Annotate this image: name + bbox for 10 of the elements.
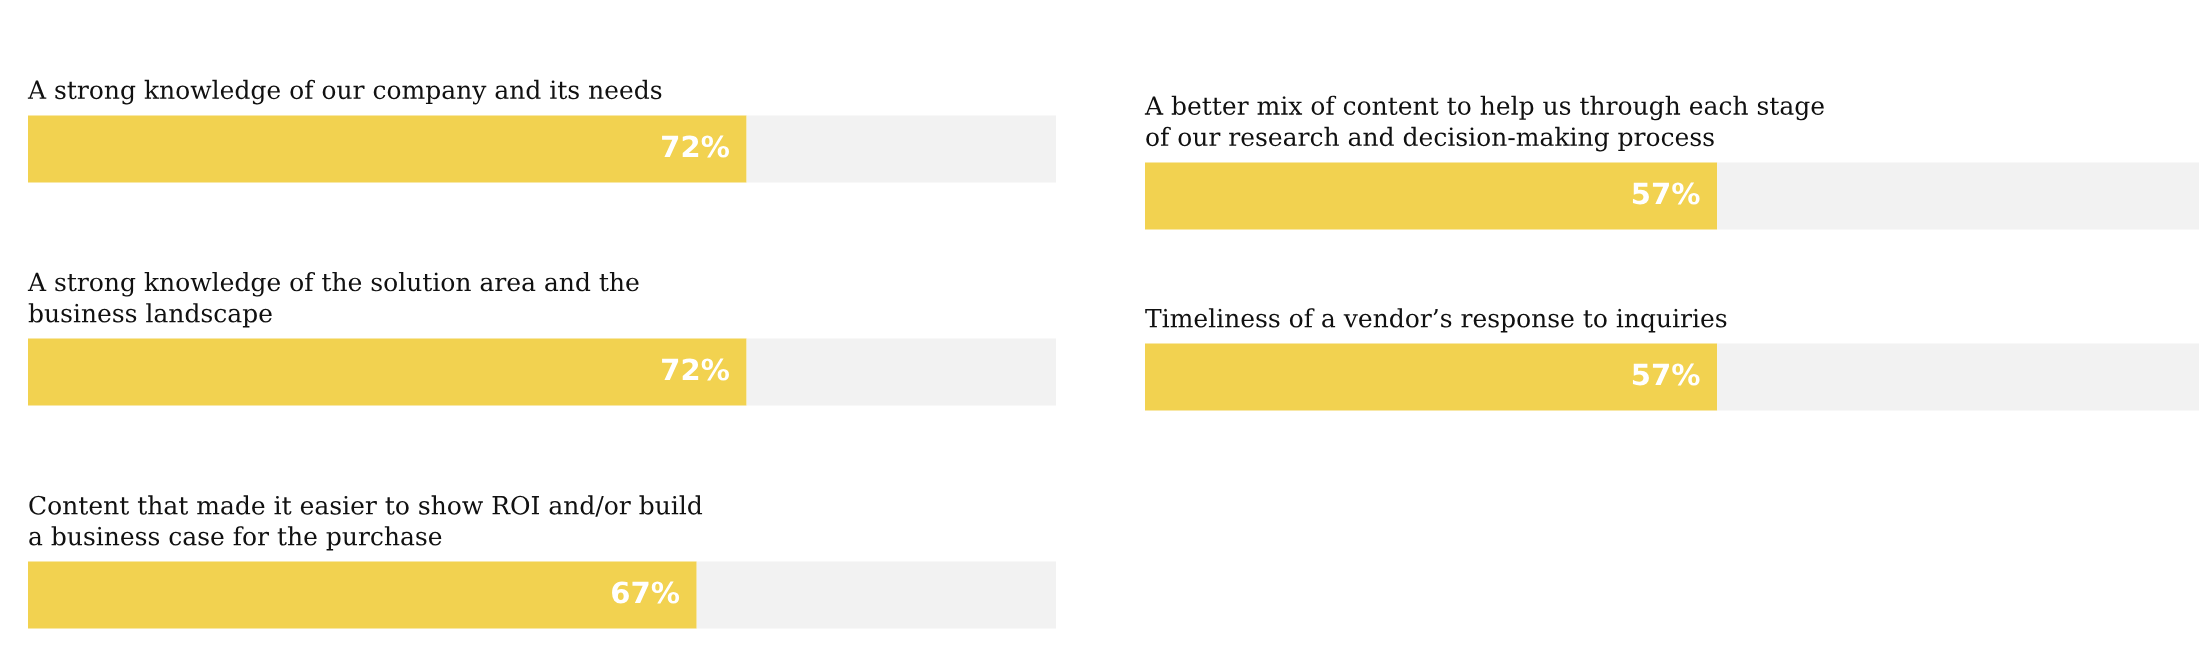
data-label: 57% <box>1632 182 1700 205</box>
y-tick-label: Timeliness of a vendor’s response to inquiries <box>1145 308 1727 333</box>
y-tick-label: Content that made it easier to show ROI and/or build a business case for the purchase <box>29 495 703 551</box>
y-tick-label: A strong knowledge of our company and its needs <box>27 79 662 105</box>
data-label: 72% <box>662 358 730 381</box>
data-label: 72% <box>662 135 730 158</box>
y-tick-label: A strong knowledge of the solution area and the business landscape <box>27 271 639 328</box>
data-label: 67% <box>612 581 680 604</box>
y-tick-label: A better mix of content to help us through each stage of our research and decision-making process <box>1144 95 1824 152</box>
data-label: 57% <box>1632 363 1700 386</box>
